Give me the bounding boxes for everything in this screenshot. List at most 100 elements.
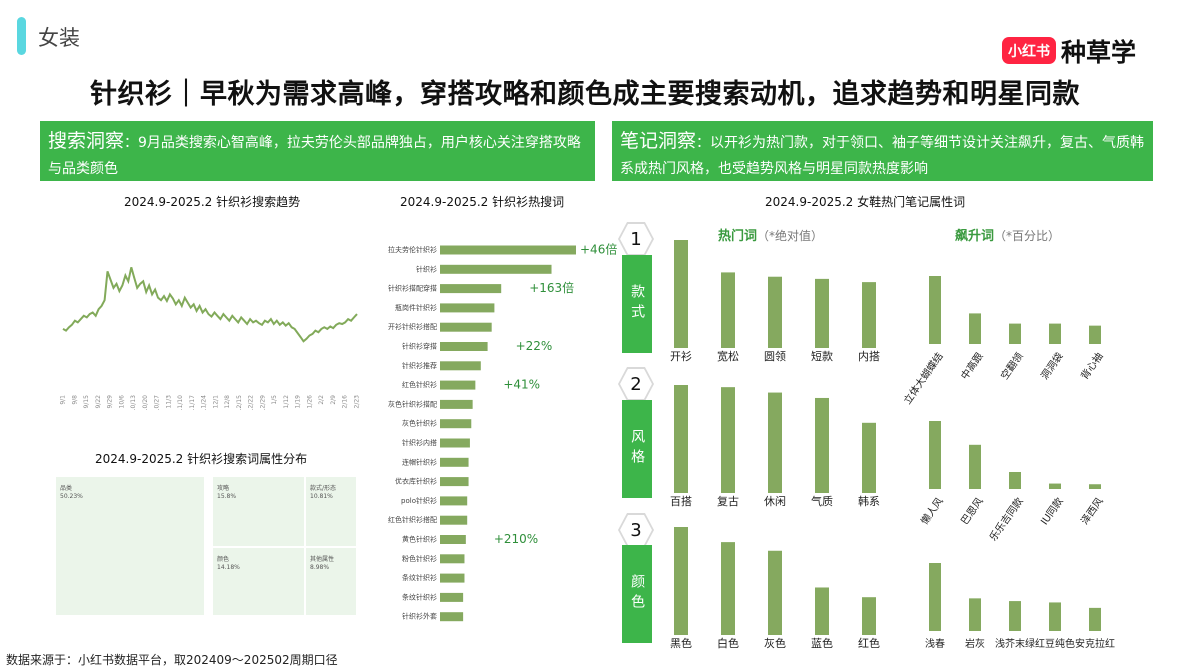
treemap-cell: 其他属性 8.98% [305, 547, 357, 616]
rising-word-bar [929, 276, 941, 344]
hotword-bar [440, 554, 465, 564]
hotword-category-label: 灰色针织衫搭配 [388, 399, 437, 408]
treemap-cell-name: 颜色 [217, 556, 230, 563]
hotword-category-label: 红色针织衫 [402, 380, 437, 389]
trend-x-tick-label: 2/16 [342, 395, 349, 409]
hot-word-bar [768, 276, 782, 348]
hotword-category-label: 条纹针织衫 [402, 573, 437, 582]
trend-x-tick-label: 1/26 [306, 395, 313, 409]
hotword-category-label: 针织衫内搭 [402, 438, 437, 447]
trend-x-tick-label: 11/17 [189, 395, 196, 410]
search-insight-body: ：9月品类搜索心智高峰，拉夫劳伦头部品牌独占，用户核心关注穿搭攻略与品类颜色 [48, 135, 581, 177]
group-label-style: 款式 [622, 255, 652, 353]
trend-x-tick-label: 1/12 [283, 395, 290, 409]
rising-word-bar [969, 598, 981, 631]
rising-word-label: 浅芥末绿 [995, 637, 1035, 650]
hot-word-bar [674, 240, 688, 348]
hotword-bar [440, 457, 469, 467]
rising-word-label: 立体大蝴蝶结 [901, 350, 946, 407]
treemap-cell-value: 8.98% [310, 564, 330, 571]
rising-word-bar [969, 444, 981, 489]
hot-word-bar [768, 392, 782, 493]
rising-word-bar [969, 313, 981, 344]
group-label-look: 风格 [622, 400, 652, 498]
hotword-growth-label: +46倍 [580, 242, 617, 257]
hotword-category-label: 针织衫推荐 [402, 361, 437, 370]
treemap-cell-name: 品类 [60, 485, 73, 492]
hotword-category-label: 拉夫劳伦针织衫 [388, 245, 437, 254]
treemap-cell: 颜色 14.18% [212, 547, 305, 616]
hot-word-bar [815, 397, 829, 493]
hotword-bar [440, 419, 472, 429]
rising-word-bar [1089, 607, 1101, 631]
hot-word-label: 开衫 [670, 350, 692, 363]
hot-word-bar [674, 385, 688, 493]
rising-word-bar [1049, 323, 1061, 344]
hotword-bar [440, 399, 473, 409]
trend-x-tick-label: 12/22 [248, 395, 255, 410]
hot-words-header-note: （*绝对值） [757, 229, 824, 243]
hot-word-label: 圆领 [764, 350, 786, 363]
rising-word-label: 浅春 [925, 637, 945, 650]
group-label-color: 颜色 [622, 545, 652, 643]
hotword-category-label: 开衫针织衫搭配 [388, 322, 437, 331]
hot-word-bar [768, 550, 782, 635]
hotwords-chart-title: 2024.9-2025.2 针织衫热搜词 [400, 195, 565, 209]
attribute-treemap: 品类 50.23% 攻略 15.8% 颜色 14.18% 款式/形态 10.81… [55, 476, 357, 616]
trend-x-tick-label: 1/5 [271, 395, 278, 405]
rising-word-label: 背心袖 [1078, 350, 1106, 382]
notes-insight-body: ：以开衫为热门款，对于领口、袖子等细节设计关注飙升，复古、气质韩系成热门风格，也… [620, 135, 1145, 177]
rising-word-bar [1089, 325, 1101, 344]
treemap-cell-value: 10.81% [310, 493, 333, 500]
rising-word-label: 中高跟 [958, 350, 986, 382]
hotword-bar [440, 496, 468, 506]
treemap-cell-value: 50.23% [60, 493, 83, 500]
rising-word-label: 红豆纯色 [1035, 637, 1075, 650]
hot-word-label: 宽松 [717, 349, 739, 363]
brand-logo: 小红书 [1002, 37, 1056, 64]
trend-x-tick-label: 9/8 [71, 395, 78, 405]
hotword-growth-label: +210% [494, 532, 538, 546]
trend-line-chart: 9/1 9/8 9/15 9/22 9/29 10/6 10/13 10/20 10/27 11/… [60, 267, 361, 410]
hotword-bar [440, 612, 464, 622]
hot-word-bar [862, 597, 876, 635]
hot-word-label: 灰色 [764, 636, 786, 650]
group-number-badge: 3 [618, 513, 654, 547]
trend-x-tick-label: 10/13 [130, 395, 137, 410]
hotword-growth-label: +163倍 [529, 280, 574, 295]
hot-words-header: 热门词（*绝对值） [718, 225, 823, 244]
hotword-bar [440, 303, 495, 313]
hot-word-label: 气质 [811, 494, 833, 508]
brand-name: 种草学 [1061, 38, 1137, 67]
rising-word-label: 泽西风 [1079, 496, 1106, 527]
rising-word-label: 空翻领 [998, 350, 1026, 382]
hot-word-label: 百搭 [670, 495, 692, 508]
section-accent-bar [17, 17, 26, 55]
hot-word-bar [862, 282, 876, 348]
hotword-bar [440, 573, 465, 583]
trend-x-tick-label: 2/2 [318, 395, 325, 405]
treemap-chart-title: 2024.9-2025.2 针织衫搜索词属性分布 [95, 452, 308, 466]
hotword-bar [440, 592, 464, 602]
hot-word-bar [721, 272, 735, 348]
trend-x-tick-label: 10/6 [118, 395, 125, 409]
trend-series-line [62, 267, 358, 343]
hotword-category-label: 连帽针织衫 [402, 457, 437, 466]
rising-word-bar [1009, 323, 1021, 344]
notes-insight-head: 笔记洞察 [620, 130, 697, 152]
hotword-category-label: 针织衫搭配穿搭 [388, 284, 437, 293]
hotword-category-label: 红色针织衫搭配 [388, 515, 437, 524]
hotword-category-label: 瓶岗件针织衫 [395, 303, 437, 312]
hotword-growth-label: +22% [516, 339, 553, 353]
hot-word-label: 韩系 [858, 494, 880, 508]
rising-word-label: IU同款 [1038, 495, 1066, 527]
rising-word-bar [1009, 601, 1021, 631]
notes-chart-title: 2024.9-2025.2 女鞋热门笔记属性词 [765, 195, 966, 209]
section-label: 女装 [38, 26, 80, 50]
treemap-cell: 攻略 15.8% [212, 476, 305, 547]
treemap-cell: 品类 50.23% [55, 476, 205, 616]
hotword-category-label: 条纹针织衫 [402, 592, 437, 601]
trend-x-tick-label: 10/20 [142, 395, 149, 410]
hot-words-header-main: 热门词 [718, 229, 758, 244]
